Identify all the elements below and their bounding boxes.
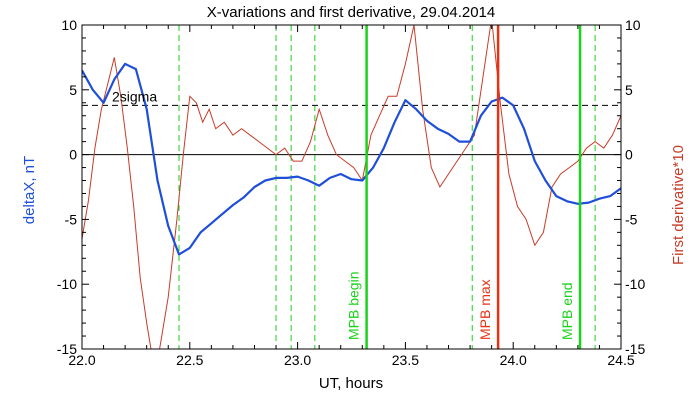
- y-tick-label-left-3: -5: [65, 211, 78, 227]
- y-tick-label-right-0: 10: [625, 17, 641, 33]
- y-axis-title-left: deltaX, nT: [21, 156, 38, 224]
- y-tick-label-left-0: 10: [61, 17, 77, 33]
- y-tick-label-right-5: -15: [625, 341, 645, 357]
- x-tick-label-0: 22.0: [68, 352, 95, 368]
- x-tick-label-2: 23.0: [284, 352, 311, 368]
- plot-content: [82, 25, 621, 349]
- marker-label-mpb-max: MPB max: [477, 279, 493, 340]
- y-tick-label-right-2: 0: [625, 147, 633, 163]
- x-tick-label-4: 24.0: [500, 352, 527, 368]
- marker-label-mpb-begin: MPB begin: [346, 272, 362, 340]
- sigma-label: 2sigma: [112, 88, 157, 104]
- series-line-deltax: [82, 62, 621, 256]
- y-tick-label-left-5: -15: [57, 341, 77, 357]
- x-tick-label-3: 23.5: [392, 352, 419, 368]
- y-axis-title-right: First derivative*10: [670, 145, 687, 265]
- marker-label-mpb-end: MPB end: [559, 282, 575, 340]
- series-line-derivative: [82, 25, 621, 349]
- y-tick-label-left-2: 0: [69, 147, 77, 163]
- y-tick-label-left-1: 5: [69, 82, 77, 98]
- axes: 22.0 22.5 23.0 23.5 24.0 24.5 10 5 0 -5 -10 -15 10 5 0…: [57, 17, 646, 368]
- x-tick-label-5: 24.5: [607, 352, 634, 368]
- chart-title: X-variations and first derivative, 29.04…: [207, 4, 496, 21]
- y-tick-label-right-1: 5: [625, 82, 633, 98]
- y-tick-label-right-4: -10: [625, 276, 645, 292]
- x-axis-title: UT, hours: [319, 375, 383, 392]
- y-tick-label-left-4: -10: [57, 276, 77, 292]
- plot-frame: [81, 24, 622, 350]
- plot-area: [82, 25, 621, 349]
- x-tick-label-1: 22.5: [176, 352, 203, 368]
- y-tick-label-right-3: -5: [625, 211, 638, 227]
